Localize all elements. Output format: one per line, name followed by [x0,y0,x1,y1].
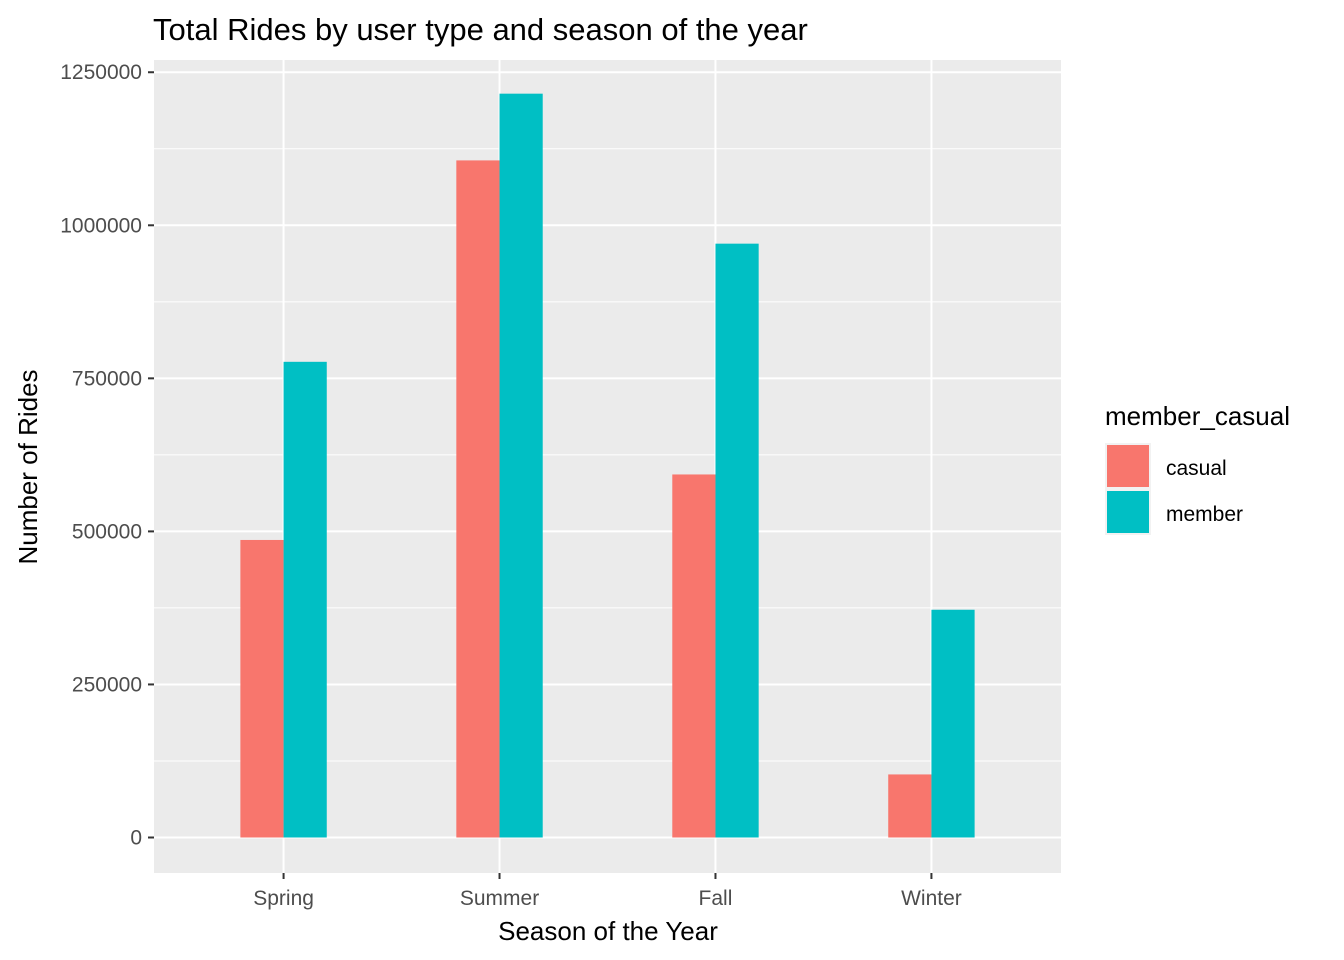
x-tick-label: Winter [901,887,962,910]
x-tick-label: Spring [253,887,314,910]
legend-title: member_casual [1105,401,1290,431]
y-axis: 0 250000 500000 750000 1000000 1250000 [60,61,154,849]
bar-member-winter [931,609,975,838]
chart-title: Total Rides by user type and season of t… [153,12,808,47]
legend-swatch-casual [1107,445,1149,487]
x-tick-label: Summer [460,887,539,910]
legend: member_casual casual member [1105,401,1290,535]
bar-member-spring [283,361,327,838]
bar-casual-winter [888,774,932,838]
bar-casual-fall [672,474,716,838]
y-tick-label: 750000 [72,367,142,390]
bar-member-summer [499,93,543,838]
bar-casual-spring [240,539,284,838]
y-tick-label: 500000 [72,520,142,543]
y-tick-label: 1000000 [60,214,142,237]
x-axis: Spring Summer Fall Winter [253,873,962,910]
bar-member-fall [715,243,759,838]
bar-casual-summer [456,160,500,838]
bars [240,93,975,838]
x-axis-title: Season of the Year [498,916,718,946]
y-tick-label: 0 [130,826,142,849]
legend-swatch-member [1107,491,1149,533]
x-tick-label: Fall [699,887,733,910]
legend-label-member: member [1166,503,1243,526]
legend-label-casual: casual [1166,457,1227,480]
y-tick-label: 1250000 [60,61,142,84]
y-tick-label: 250000 [72,673,142,696]
y-axis-title: Number of Rides [13,369,43,564]
